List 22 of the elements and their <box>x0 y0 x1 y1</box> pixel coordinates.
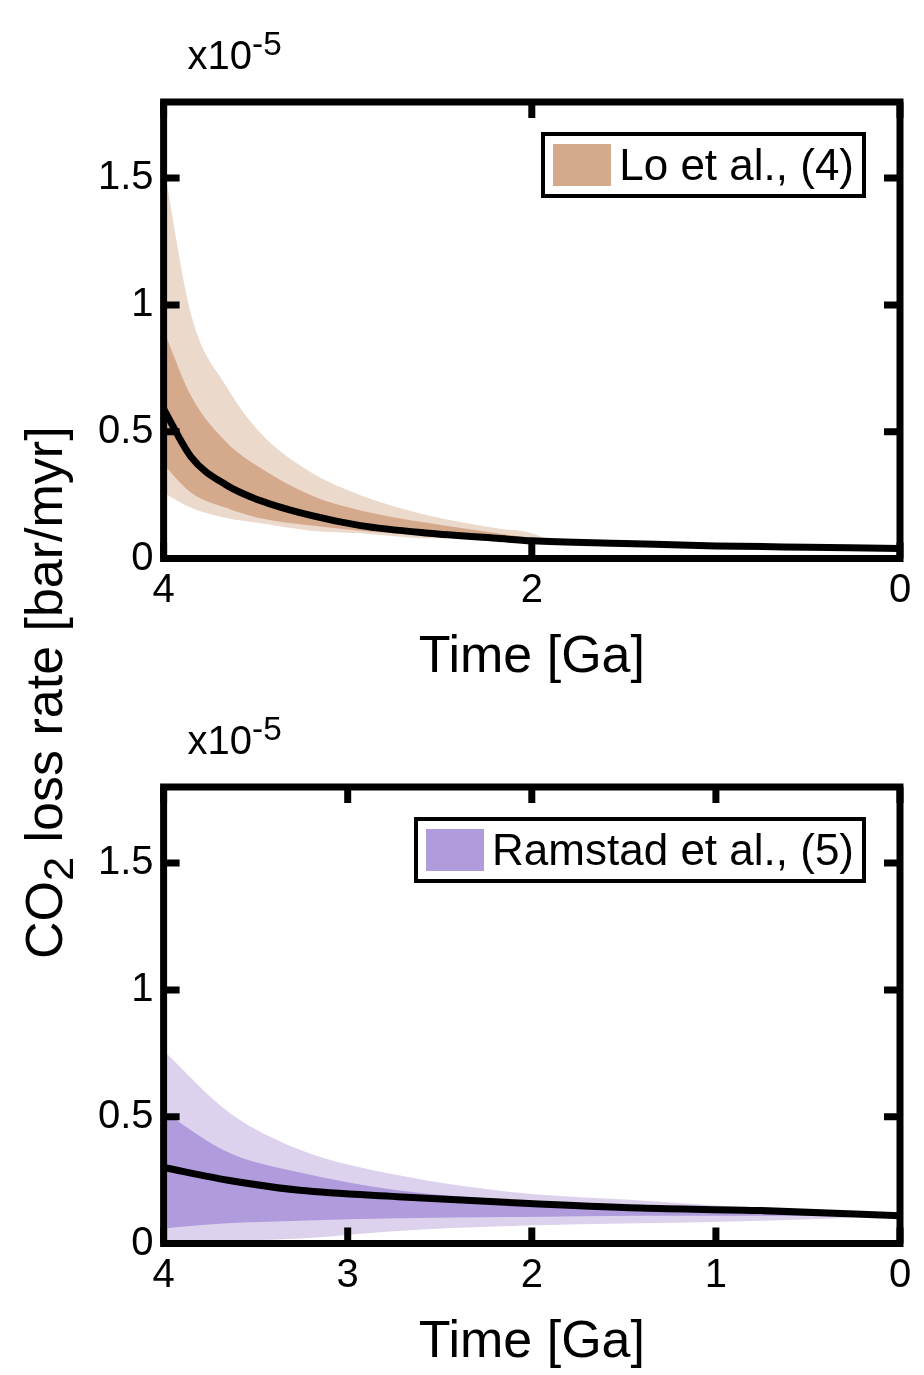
y-tick-label: 1.5 <box>98 153 154 198</box>
x-tick-label: 1 <box>704 1250 728 1295</box>
x-axis-title: Time [Ga] <box>418 1310 645 1369</box>
y-tick-label: 0.5 <box>98 406 154 451</box>
legend-label: Ramstad et al., (5) <box>492 825 854 875</box>
text: x10$^{-5}$ <box>187 709 282 763</box>
text: x10$^{-5}$ <box>187 24 282 78</box>
x-axis-title: Time [Ga] <box>418 625 645 684</box>
x-tick-label: 0 <box>888 565 912 610</box>
y-tick-label: 0.5 <box>98 1091 154 1136</box>
y-tick-label: 0 <box>131 1218 154 1263</box>
x-tick-label: 0 <box>888 1250 912 1295</box>
y-tick-label: 1 <box>131 964 154 1009</box>
y-tick-label: 0 <box>131 533 154 578</box>
y-tick-label: 1.5 <box>98 838 154 883</box>
y-tick-label: 1 <box>131 279 154 324</box>
x-tick-label: 3 <box>336 1250 359 1295</box>
x-tick-label: 2 <box>520 1250 543 1295</box>
x-tick-label: 4 <box>152 565 175 610</box>
x-tick-label: 4 <box>152 1250 175 1295</box>
legend-label: Lo et al., (4) <box>619 140 854 190</box>
x-tick-label: 2 <box>520 565 543 610</box>
